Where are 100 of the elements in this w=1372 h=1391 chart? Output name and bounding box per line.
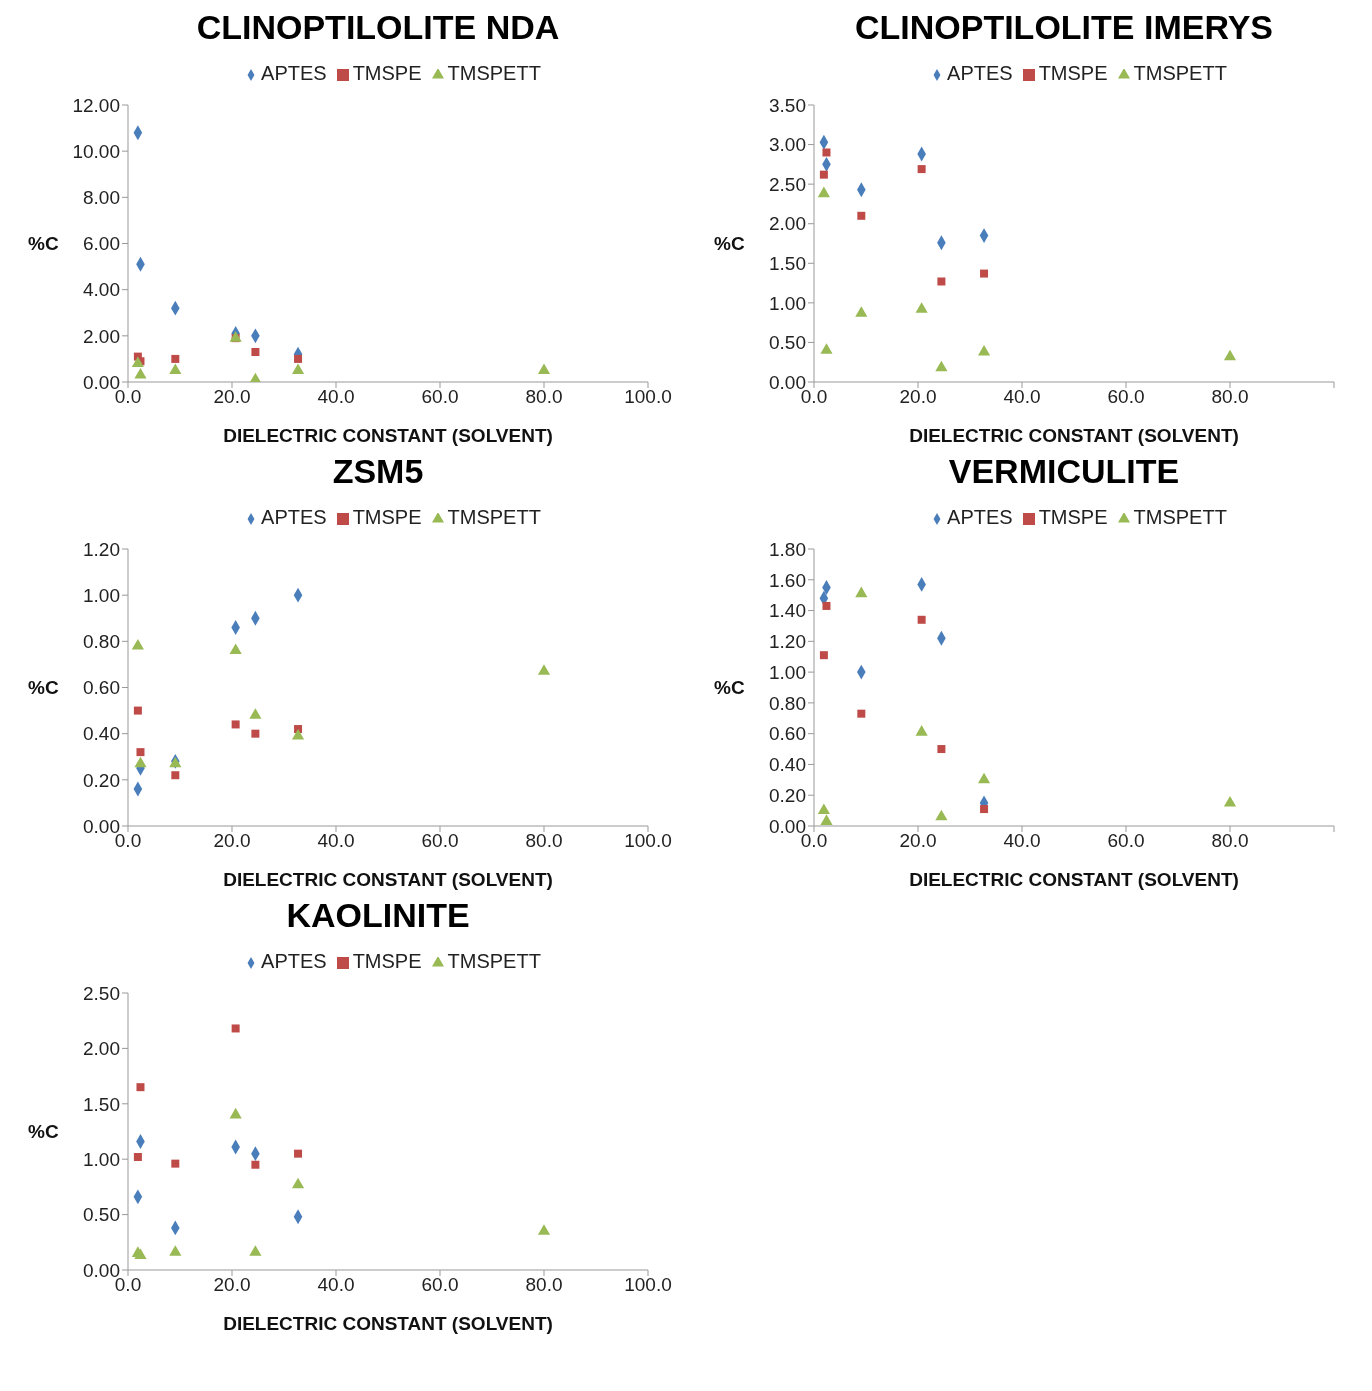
legend-label: TMSPE xyxy=(352,950,422,972)
y-tick-label: 1.00 xyxy=(83,1148,120,1170)
point xyxy=(171,1159,180,1168)
point xyxy=(171,354,180,363)
y-tick-label: 0.50 xyxy=(769,332,806,354)
y-tick-label: 0.40 xyxy=(769,754,806,776)
point xyxy=(817,186,830,198)
legend-label: APTES xyxy=(261,62,327,84)
point xyxy=(917,615,926,624)
y-tick-label: 1.20 xyxy=(769,631,806,653)
x-tick-label: 40.0 xyxy=(317,1274,355,1296)
point xyxy=(855,586,868,598)
y-tick-label: 1.40 xyxy=(769,600,806,622)
point xyxy=(251,729,260,738)
x-tick-label: 100.0 xyxy=(624,386,672,408)
point xyxy=(935,809,948,821)
y-tick-label: 2.00 xyxy=(83,325,120,347)
x-tick-label: 60.0 xyxy=(421,386,459,408)
y-tick-label: 1.60 xyxy=(769,569,806,591)
point xyxy=(977,772,991,784)
point xyxy=(820,343,833,354)
x-tick-label: 20.0 xyxy=(213,1274,251,1296)
point xyxy=(136,748,145,757)
point xyxy=(980,805,989,814)
legend-label: APTES xyxy=(947,506,1013,528)
chart-title: VERMICULITE xyxy=(947,452,1181,492)
y-tick-label: 1.00 xyxy=(83,584,120,606)
point xyxy=(291,1177,305,1189)
point xyxy=(136,1083,145,1092)
y-tick-label: 1.00 xyxy=(769,661,806,683)
point xyxy=(294,1149,303,1158)
point xyxy=(537,1224,551,1235)
point xyxy=(537,363,551,374)
chart-title: CLINOPTILOLITE NDA xyxy=(195,8,561,48)
point xyxy=(294,354,303,363)
point xyxy=(819,651,828,660)
point xyxy=(169,1245,182,1256)
point xyxy=(817,803,830,815)
x-tick-label: 20.0 xyxy=(213,386,251,408)
point xyxy=(291,363,305,374)
legend-label: APTES xyxy=(261,506,327,528)
x-tick-label: 60.0 xyxy=(421,830,459,852)
point xyxy=(937,277,946,286)
x-tick-label: 20.0 xyxy=(899,830,937,852)
y-tick-label: 2.50 xyxy=(769,173,806,195)
x-axis-title: DIELECTRIC CONSTANT (SOLVENT) xyxy=(223,869,553,890)
x-axis-title: DIELECTRIC CONSTANT (SOLVENT) xyxy=(223,1313,553,1334)
point xyxy=(822,601,831,610)
y-tick-label: 0.80 xyxy=(769,692,806,714)
y-tick-label: 0.80 xyxy=(83,631,120,653)
point xyxy=(229,1107,242,1119)
point xyxy=(131,638,144,650)
y-tick-label: 0.20 xyxy=(769,784,806,806)
point xyxy=(857,211,866,220)
y-tick-label: 2.50 xyxy=(83,982,120,1004)
point xyxy=(977,344,991,356)
legend-label: TMSPE xyxy=(352,506,422,528)
point xyxy=(249,708,262,719)
chart-title: CLINOPTILOLITE IMERYS xyxy=(853,8,1275,48)
y-tick-label: 3.50 xyxy=(769,94,806,116)
point xyxy=(980,269,989,278)
x-tick-label: 80.0 xyxy=(525,386,563,408)
y-tick-label: 0.60 xyxy=(769,723,806,745)
point xyxy=(171,771,180,780)
x-axis-title: DIELECTRIC CONSTANT (SOLVENT) xyxy=(909,869,1239,890)
y-tick-label: 8.00 xyxy=(83,187,120,209)
point xyxy=(855,306,868,317)
point xyxy=(822,148,831,157)
y-tick-label: 1.50 xyxy=(769,253,806,275)
x-tick-label: 100.0 xyxy=(624,1274,672,1296)
legend-label: TMSPETT xyxy=(1133,62,1227,84)
point xyxy=(251,347,260,356)
y-tick-label: 6.00 xyxy=(83,233,120,255)
x-tick-label: 20.0 xyxy=(899,386,937,408)
point xyxy=(131,356,144,368)
y-tick-label: 1.20 xyxy=(83,538,120,560)
x-axis-title: DIELECTRIC CONSTANT (SOLVENT) xyxy=(223,425,553,446)
point xyxy=(537,664,551,675)
point xyxy=(134,368,147,379)
legend-label: TMSPETT xyxy=(447,950,541,972)
legend-label: TMSPE xyxy=(1038,62,1108,84)
y-axis-title: %C xyxy=(28,233,59,255)
y-tick-label: 12.00 xyxy=(72,94,120,116)
y-tick-label: 0.20 xyxy=(83,769,120,791)
x-tick-label: 60.0 xyxy=(1107,386,1145,408)
point xyxy=(937,745,946,754)
x-tick-label: 40.0 xyxy=(1003,830,1041,852)
y-tick-label: 10.00 xyxy=(72,140,120,162)
legend-label: APTES xyxy=(947,62,1013,84)
point xyxy=(917,165,926,174)
y-tick-label: 0.40 xyxy=(83,723,120,745)
y-axis-title: %C xyxy=(714,233,745,255)
point xyxy=(231,1024,240,1033)
y-tick-label: 1.00 xyxy=(769,292,806,314)
point xyxy=(915,302,928,313)
chart-title: ZSM5 xyxy=(331,452,425,492)
point xyxy=(231,720,240,729)
point xyxy=(133,1152,142,1161)
x-tick-label: 80.0 xyxy=(1211,386,1249,408)
x-tick-label: 60.0 xyxy=(1107,830,1145,852)
